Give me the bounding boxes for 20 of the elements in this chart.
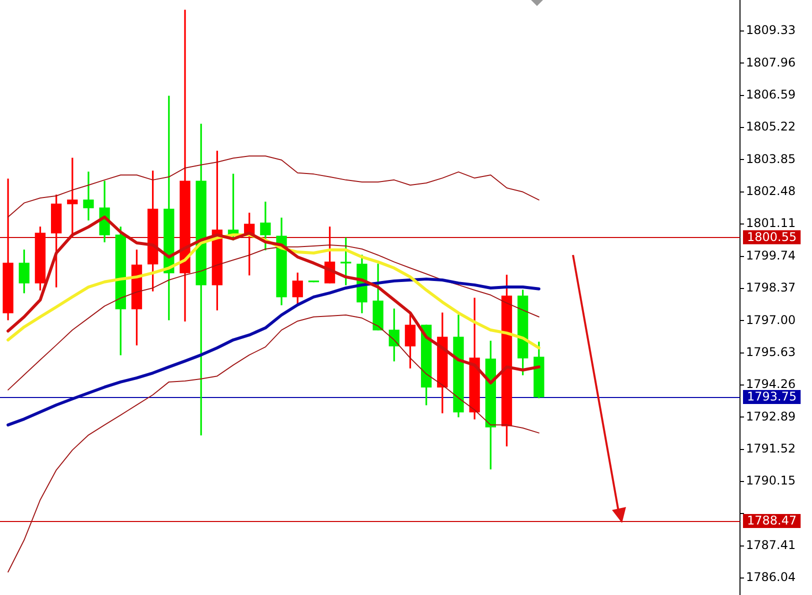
ref-line-label: 1788.47 [747,514,797,528]
ref-line-label: 1800.55 [747,230,797,244]
y-tick-label: 1797.00 [746,312,796,327]
y-tick-label: 1786.04 [746,570,796,584]
y-tick-label: 1809.33 [746,23,796,38]
ref-line-label: 1793.75 [747,390,797,404]
y-tick-label: 1807.96 [746,55,796,70]
y-tick-label: 1798.37 [746,280,796,295]
y-tick-label: 1792.89 [746,409,796,424]
y-tick-label: 1806.59 [746,87,796,102]
y-tick-label: 1790.15 [746,474,796,488]
y-tick-label: 1801.11 [746,216,796,230]
y-tick-label: 1805.22 [746,120,796,134]
y-tick-label: 1791.52 [746,441,796,456]
y-tick-label: 1787.41 [746,538,796,552]
y-tick-label: 1799.74 [746,248,796,262]
y-tick-label: 1794.26 [746,377,796,392]
y-tick-label: 1802.48 [746,184,796,198]
y-tick-label: 1795.63 [746,344,796,359]
y-tick-label: 1803.85 [746,152,796,166]
